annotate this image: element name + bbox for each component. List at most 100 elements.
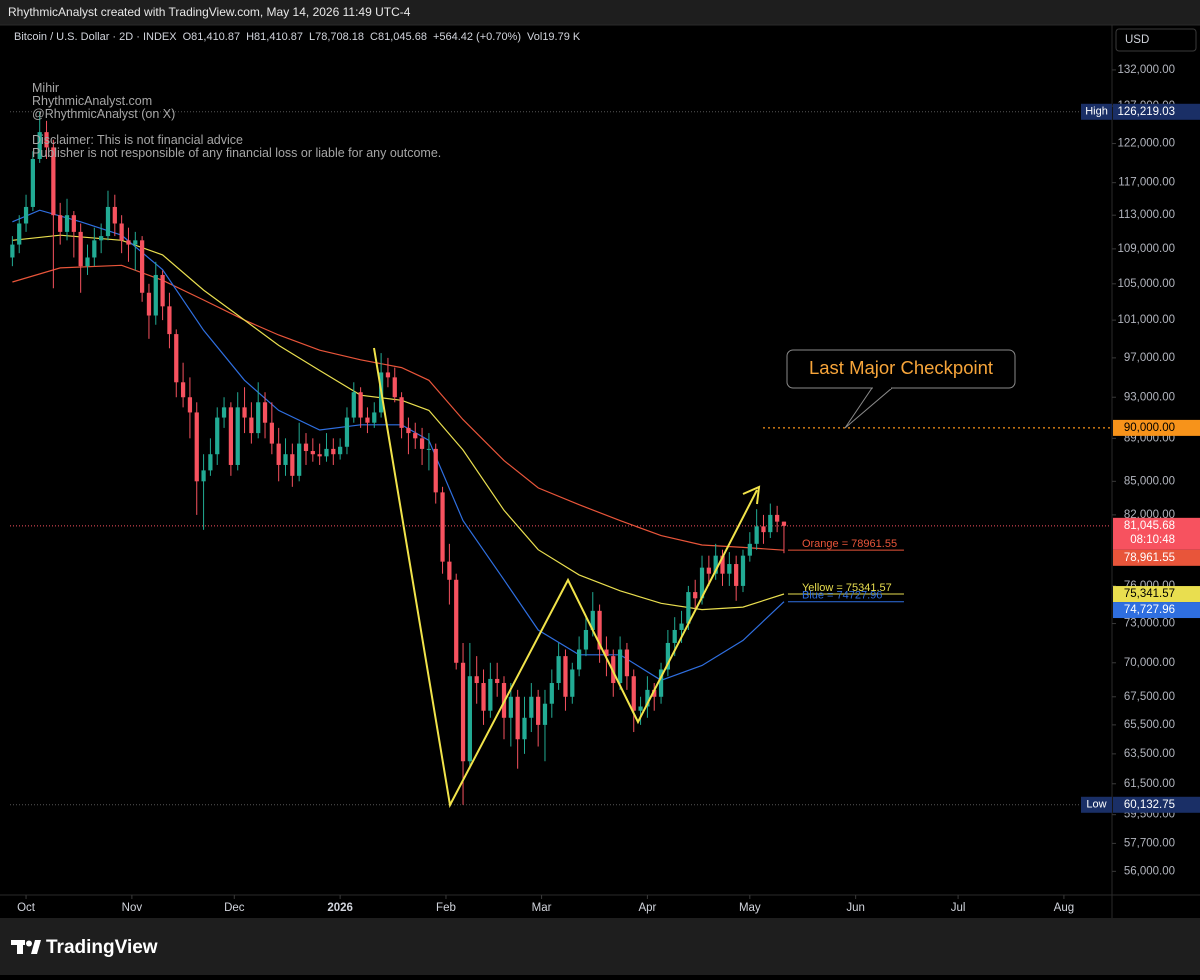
y-tick-label: 70,000.00 xyxy=(1124,657,1175,669)
candle-body xyxy=(563,656,568,697)
candle-body xyxy=(44,132,49,148)
price-box-label: 78,961.55 xyxy=(1124,552,1175,564)
candle-body xyxy=(686,592,691,624)
candle-body xyxy=(590,610,595,630)
candle-body xyxy=(474,676,479,684)
callout-text: Last Major Checkpoint xyxy=(809,357,993,378)
candle-body xyxy=(351,392,356,418)
candle-body xyxy=(440,492,445,562)
moving-average xyxy=(12,209,785,681)
note-line: RhythmicAnalyst.com xyxy=(32,94,153,108)
logo-text: TradingView xyxy=(46,937,158,958)
candle-body xyxy=(338,446,343,455)
price-box-label: 74,727.96 xyxy=(1124,604,1175,616)
candle-body xyxy=(297,443,302,476)
x-tick-label: Feb xyxy=(436,902,456,914)
candle-body xyxy=(399,397,404,428)
candle-body xyxy=(174,334,179,383)
candle-body xyxy=(672,629,677,643)
candle-body xyxy=(699,567,705,599)
currency: USD xyxy=(1125,34,1149,46)
candle-body xyxy=(112,206,117,224)
price-box xyxy=(1113,549,1200,566)
x-tick-label: Mar xyxy=(532,902,552,914)
y-tick-label: 105,000.00 xyxy=(1117,278,1175,290)
symbol-title: Bitcoin / U.S. Dollar · 2D · INDEX xyxy=(14,31,177,43)
candle-body xyxy=(92,240,97,258)
callout-pointer xyxy=(844,387,894,429)
y-tick-label: 67,500.00 xyxy=(1124,691,1175,703)
y-tick-label: 132,000.00 xyxy=(1117,64,1175,76)
legend-value: 81,410.87 xyxy=(254,31,303,43)
candle-body xyxy=(58,215,63,232)
x-tick-label: Oct xyxy=(17,902,36,914)
legend-key: O xyxy=(182,31,192,43)
candle-body xyxy=(331,448,336,455)
y-tick-label: 56,000.00 xyxy=(1124,865,1175,877)
footer: TradingView xyxy=(0,918,1200,975)
chart: USD 132,000.00127,000.00122,000.00117,00… xyxy=(0,24,1200,918)
y-tick-label: 97,000.00 xyxy=(1124,352,1175,364)
candle-body xyxy=(310,451,315,455)
moving-average xyxy=(12,264,785,551)
moving-average xyxy=(12,234,785,611)
candle-body xyxy=(467,676,472,762)
zigzag-drawing xyxy=(373,347,761,809)
candle-body xyxy=(194,412,199,482)
candle-body xyxy=(283,454,288,465)
candle-body xyxy=(290,454,295,476)
zigzag-line xyxy=(373,347,758,809)
candle-body xyxy=(529,696,534,718)
candle-body xyxy=(133,240,138,245)
candle-body xyxy=(495,678,500,684)
candle-body xyxy=(720,555,725,574)
series-label: Blue = 74727.96 xyxy=(802,590,882,602)
candle-body xyxy=(146,292,152,316)
candle-body xyxy=(99,236,104,241)
candle-body xyxy=(276,443,281,465)
candle-body xyxy=(317,454,322,457)
candle-body xyxy=(775,514,780,522)
candle-body xyxy=(645,689,650,707)
candle-body xyxy=(37,132,42,160)
candle-body xyxy=(262,402,268,423)
countdown: 08:10:48 xyxy=(1130,534,1175,546)
x-tick-label: May xyxy=(739,902,761,914)
x-tick-label: 2026 xyxy=(327,902,353,914)
logo-shape xyxy=(17,940,23,954)
candle-body xyxy=(419,438,425,449)
candle-body xyxy=(768,514,773,533)
price-box-label: 81,045.68 xyxy=(1124,520,1175,532)
candle-body xyxy=(160,274,165,307)
candle-body xyxy=(727,564,732,574)
candle-body xyxy=(17,223,22,245)
level-tag-text: High xyxy=(1085,106,1108,118)
series-label: Orange = 78961.55 xyxy=(802,538,897,550)
footer-logo: TradingView xyxy=(11,937,158,958)
legend-change: +564.42 (+0.70%) xyxy=(432,31,522,43)
header: RhythmicAnalyst created with TradingView… xyxy=(0,0,1200,25)
legend-key: C xyxy=(370,31,378,43)
x-tick-label: Dec xyxy=(224,902,245,914)
candle-body xyxy=(256,402,261,434)
candle-body xyxy=(536,696,541,725)
candle-body xyxy=(372,412,377,423)
y-tick-label: 65,500.00 xyxy=(1124,719,1175,731)
checkpoint-box xyxy=(1113,419,1200,436)
candle-body xyxy=(583,629,589,650)
zigzag-arrow xyxy=(742,485,761,505)
candle-body xyxy=(249,417,254,434)
candle-body xyxy=(215,417,220,455)
candle-body xyxy=(235,407,240,465)
candle-body xyxy=(201,470,206,482)
y-tick-label: 57,700.00 xyxy=(1124,837,1175,849)
candle-body xyxy=(638,706,643,711)
callout-box xyxy=(786,349,1016,389)
candle-body xyxy=(71,215,76,232)
candle-body xyxy=(665,642,670,670)
candle-body xyxy=(344,417,350,447)
candle-body xyxy=(221,407,227,418)
logo-shape xyxy=(31,940,41,954)
callout: Last Major Checkpoint xyxy=(786,349,1016,429)
candle-body xyxy=(180,382,186,398)
